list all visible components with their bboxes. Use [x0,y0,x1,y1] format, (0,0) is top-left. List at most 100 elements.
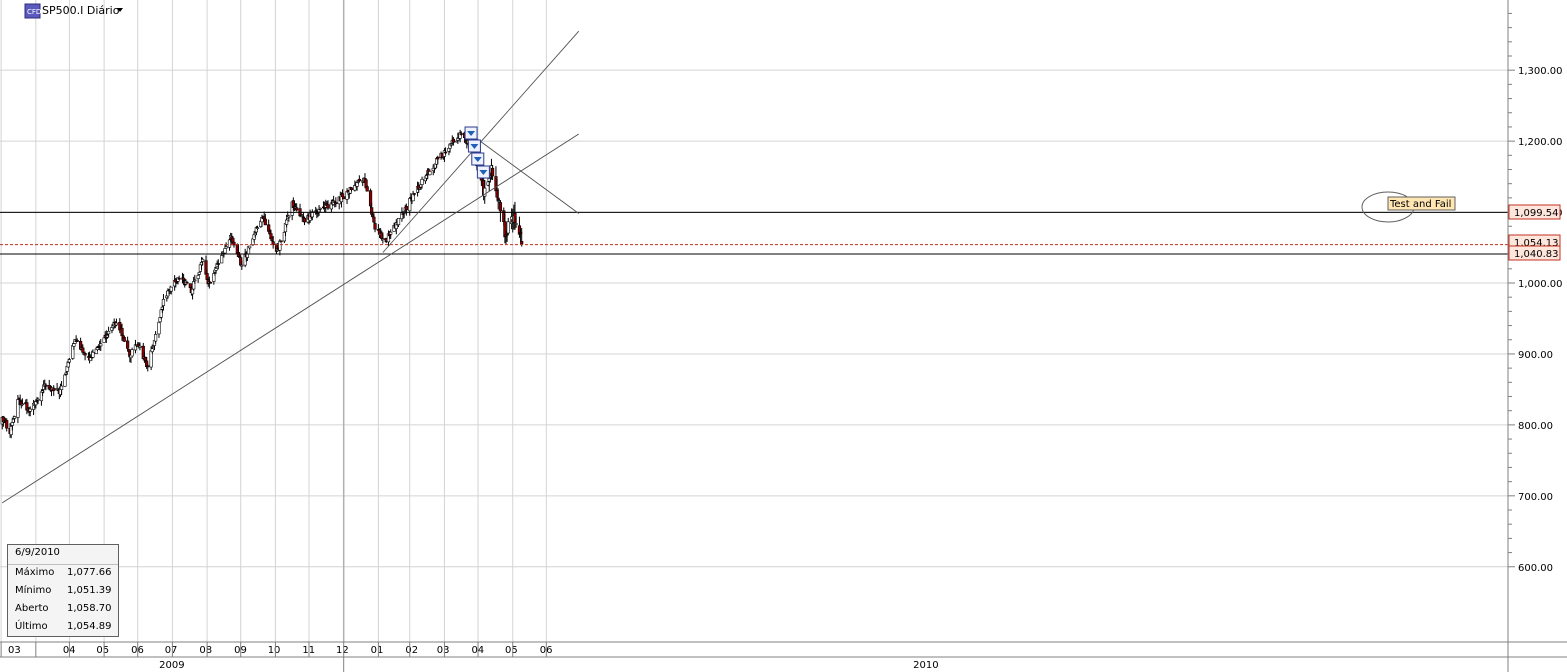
sell-signal-icon[interactable] [476,165,490,179]
candle [404,203,408,216]
candle [106,326,111,338]
candle [240,260,244,270]
candle [490,164,495,181]
candle [28,406,32,417]
candle [372,213,376,224]
candle [263,213,267,226]
symbol-label: SP500.I Diário [42,4,120,17]
candle [220,251,224,264]
candle [232,240,236,248]
candle [83,351,87,361]
info-label: Aberto [15,603,49,614]
candle [334,197,338,208]
x-month-label: 03 [8,645,21,656]
candle [483,180,487,204]
svg-text:1,040.83: 1,040.83 [1514,249,1559,260]
x-month-label: 12 [336,645,349,656]
candle [459,131,463,136]
signal-markers [464,126,490,179]
candle [318,207,322,212]
info-value: 1,054.89 [67,621,112,632]
candle [496,188,500,210]
candle [212,271,216,285]
annotations: Test and Fail [1361,191,1456,223]
candle [420,176,424,189]
info-value: 1,058.70 [67,603,112,614]
candle [81,344,85,354]
candle [122,336,126,342]
x-year-label: 2009 [159,660,184,671]
candle [185,281,189,284]
candle [368,188,373,210]
candle [255,225,260,231]
info-label: Mínimo [15,585,52,596]
trendline[interactable] [1,133,580,504]
candle [99,339,103,351]
candle [12,415,17,423]
candle [52,385,56,396]
candle [271,235,275,249]
chart-header[interactable]: CFD SP500.I Diário [24,3,123,19]
x-month-label: 07 [165,645,178,656]
info-date: 6/9/2010 [15,547,60,558]
x-month-label: 02 [405,645,418,656]
candle [197,271,201,276]
candle [67,357,72,364]
candle [394,219,398,235]
candle [451,136,455,146]
info-row-open: Aberto 1,058.70 [8,600,118,618]
candle [279,240,283,243]
svg-text:1,054.13: 1,054.13 [1514,238,1559,249]
x-month-label: 10 [268,645,281,656]
candle [349,187,354,192]
candle [514,216,518,228]
candle [208,281,213,284]
info-value: 1,051.39 [67,585,112,596]
y-tick-label: 600.00 [1518,563,1553,574]
ohlc-info-box: 6/9/2010 Máximo 1,077.66 Mínimo 1,051.39… [7,544,119,637]
candle [443,147,448,155]
candle [295,203,299,212]
candle [130,347,134,357]
candle [146,363,150,372]
svg-text:1,099.54: 1,099.54 [1514,208,1559,219]
candle [365,185,369,192]
candle [224,242,228,249]
y-tick-label: 1,300.00 [1518,66,1563,77]
candle [396,217,401,228]
x-month-label: 05 [96,645,109,656]
cfd-icon [24,3,41,19]
candle [248,245,252,250]
info-value: 1,077.66 [67,567,112,578]
candle [138,342,142,351]
candle [287,214,291,222]
x-month-label: 03 [437,645,450,656]
candle [342,196,346,200]
candle [223,244,227,255]
sell-signal-icon[interactable] [467,139,481,153]
candle [373,222,377,233]
sell-signal-icon[interactable] [471,152,485,166]
candle [177,275,181,281]
candle [59,380,64,396]
dropdown-arrow-icon[interactable] [117,8,123,12]
candle [520,227,524,247]
cfd-badge-text: CFD [27,8,41,16]
candles [0,129,524,439]
annotation-text: Test and Fail [1389,199,1451,210]
support-price-tag: 1,040.83 [1508,245,1561,261]
sell-signal-icon[interactable] [464,126,478,140]
candle [302,216,307,226]
candle [201,257,205,266]
candle [157,319,161,338]
candle [381,234,385,244]
y-tick-label: 700.00 [1518,492,1553,503]
candle [44,383,48,391]
info-row-high: Máximo 1,077.66 [8,564,118,582]
candle [161,294,166,311]
trendline[interactable] [465,130,580,214]
y-tick-label: 800.00 [1518,421,1553,432]
candle [389,229,393,239]
